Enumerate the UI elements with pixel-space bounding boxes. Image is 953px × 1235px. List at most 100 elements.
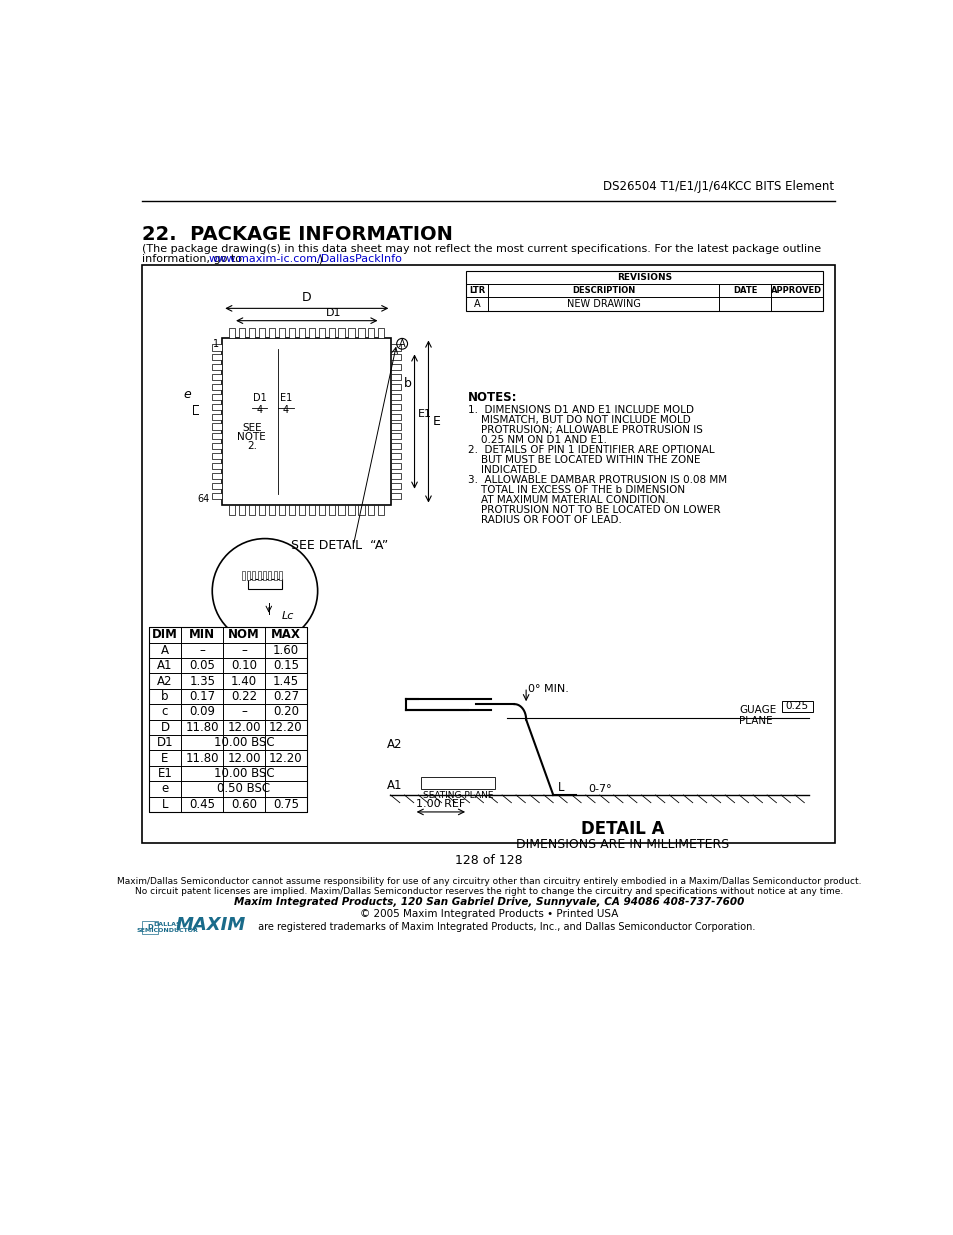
- Text: 0-7°: 0-7°: [587, 784, 611, 794]
- Bar: [377, 327, 384, 337]
- Bar: [318, 327, 324, 337]
- Text: E: E: [161, 752, 169, 764]
- Text: 2.: 2.: [247, 441, 256, 451]
- Text: b: b: [403, 378, 411, 390]
- Text: L: L: [162, 798, 168, 810]
- Bar: [377, 505, 384, 515]
- Bar: [391, 364, 401, 370]
- Text: 0.60: 0.60: [231, 798, 256, 810]
- Bar: [229, 327, 235, 337]
- Text: APPROVED: APPROVED: [771, 285, 821, 295]
- Text: 0.22: 0.22: [231, 690, 256, 703]
- Bar: [358, 327, 364, 337]
- Text: 12.20: 12.20: [269, 721, 302, 734]
- Bar: [391, 414, 401, 420]
- Bar: [391, 453, 401, 459]
- Text: Maxim/Dallas Semiconductor cannot assume responsibility for use of any circuitry: Maxim/Dallas Semiconductor cannot assume…: [116, 877, 861, 885]
- Bar: [358, 505, 364, 515]
- Text: DATE: DATE: [732, 285, 757, 295]
- Text: DETAIL A: DETAIL A: [580, 820, 664, 837]
- Text: D: D: [302, 290, 312, 304]
- Bar: [391, 483, 401, 489]
- Bar: [212, 384, 222, 390]
- Bar: [269, 327, 274, 337]
- Text: 12.00: 12.00: [227, 721, 260, 734]
- Text: DIM: DIM: [152, 629, 177, 641]
- Text: 0.75: 0.75: [273, 798, 298, 810]
- Text: SEE: SEE: [242, 422, 261, 432]
- Bar: [338, 505, 344, 515]
- Bar: [212, 483, 222, 489]
- Text: A: A: [398, 338, 405, 348]
- Text: RADIUS OR FOOT OF LEAD.: RADIUS OR FOOT OF LEAD.: [468, 515, 621, 525]
- Text: 1.35: 1.35: [189, 674, 215, 688]
- Text: NOM: NOM: [228, 629, 259, 641]
- Text: 1.00 REF: 1.00 REF: [416, 799, 465, 809]
- Text: E1: E1: [157, 767, 172, 781]
- Bar: [212, 453, 222, 459]
- Text: 0° MIN.: 0° MIN.: [528, 684, 569, 694]
- Bar: [239, 327, 245, 337]
- Text: © 2005 Maxim Integrated Products • Printed USA: © 2005 Maxim Integrated Products • Print…: [359, 909, 618, 919]
- Bar: [391, 394, 401, 400]
- Text: 0.17: 0.17: [189, 690, 215, 703]
- Bar: [328, 327, 335, 337]
- Text: NOTE: NOTE: [237, 432, 266, 442]
- Text: SEATING PLANE: SEATING PLANE: [422, 790, 493, 799]
- Text: 1.60: 1.60: [273, 643, 298, 657]
- Bar: [241, 571, 245, 580]
- Bar: [212, 433, 222, 440]
- Bar: [212, 443, 222, 450]
- Text: INDICATED.: INDICATED.: [468, 464, 540, 474]
- Text: DESCRIPTION: DESCRIPTION: [572, 285, 635, 295]
- Text: –: –: [241, 643, 247, 657]
- Bar: [274, 571, 276, 580]
- Text: 0.10: 0.10: [231, 659, 256, 672]
- Bar: [391, 374, 401, 380]
- Bar: [239, 505, 245, 515]
- Bar: [247, 571, 250, 580]
- Bar: [268, 571, 271, 580]
- Bar: [222, 337, 391, 505]
- Text: .): .): [315, 254, 324, 264]
- Text: LTR: LTR: [469, 285, 485, 295]
- Bar: [212, 414, 222, 420]
- Bar: [391, 404, 401, 410]
- Text: A: A: [161, 643, 169, 657]
- Bar: [249, 505, 255, 515]
- Text: MAX: MAX: [271, 629, 300, 641]
- Bar: [212, 493, 222, 499]
- Text: L: L: [558, 781, 563, 794]
- Bar: [421, 777, 495, 789]
- Text: 22.  PACKAGE INFORMATION: 22. PACKAGE INFORMATION: [142, 225, 453, 245]
- Bar: [368, 505, 375, 515]
- Text: DS26504 T1/E1/J1/64KCC BITS Element: DS26504 T1/E1/J1/64KCC BITS Element: [602, 180, 833, 193]
- Text: 10.00 BSC: 10.00 BSC: [213, 767, 274, 781]
- Bar: [212, 354, 222, 361]
- Bar: [278, 327, 285, 337]
- Text: TOTAL IN EXCESS OF THE b DIMENSION: TOTAL IN EXCESS OF THE b DIMENSION: [468, 484, 684, 495]
- Text: 11.80: 11.80: [185, 752, 218, 764]
- Bar: [258, 327, 265, 337]
- Bar: [466, 272, 822, 311]
- Bar: [781, 701, 812, 711]
- Text: DIMENSIONS ARE IN MILLIMETERS: DIMENSIONS ARE IN MILLIMETERS: [516, 837, 729, 851]
- Bar: [257, 571, 260, 580]
- Text: –: –: [199, 643, 205, 657]
- Text: www.maxim-ic.com/DallasPackInfo: www.maxim-ic.com/DallasPackInfo: [209, 254, 402, 264]
- Bar: [309, 327, 314, 337]
- Bar: [212, 374, 222, 380]
- Bar: [248, 579, 282, 589]
- Text: e: e: [161, 782, 169, 795]
- Bar: [368, 327, 375, 337]
- Bar: [278, 505, 285, 515]
- Bar: [348, 505, 355, 515]
- Text: 4: 4: [282, 405, 289, 415]
- Bar: [391, 443, 401, 450]
- Bar: [328, 505, 335, 515]
- Text: E: E: [433, 415, 440, 429]
- Bar: [298, 327, 305, 337]
- Bar: [391, 463, 401, 469]
- Bar: [212, 394, 222, 400]
- Text: 2.  DETAILS OF PIN 1 IDENTIFIER ARE OPTIONAL: 2. DETAILS OF PIN 1 IDENTIFIER ARE OPTIO…: [468, 445, 714, 454]
